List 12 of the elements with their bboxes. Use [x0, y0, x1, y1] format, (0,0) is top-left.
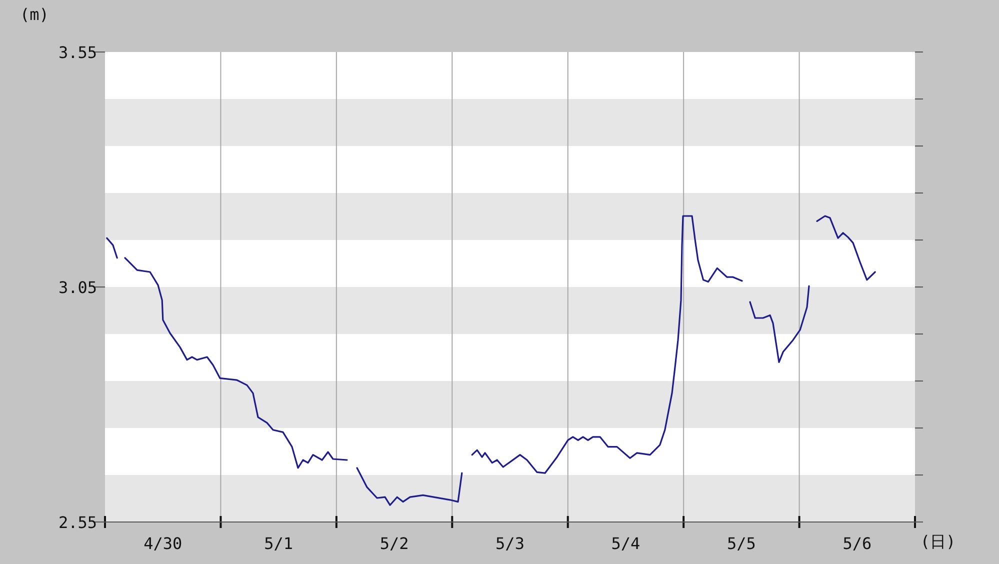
xlabel: (日)	[920, 532, 956, 551]
x-tick-label: 5/3	[496, 534, 524, 553]
x-tick-label: 5/1	[264, 534, 294, 553]
x-tick-label: 5/4	[611, 534, 640, 553]
y-tick-label: 3.05	[58, 278, 97, 297]
x-tick-label: 5/5	[726, 534, 756, 553]
x-tick-label: 4/30	[144, 534, 182, 553]
x-tick-label: 5/6	[842, 534, 872, 553]
y-tick-label: 3.55	[58, 43, 97, 62]
ylabel: (m)	[20, 5, 49, 24]
x-tick-label: 5/2	[380, 534, 409, 553]
y-tick-label: 2.55	[58, 513, 97, 532]
